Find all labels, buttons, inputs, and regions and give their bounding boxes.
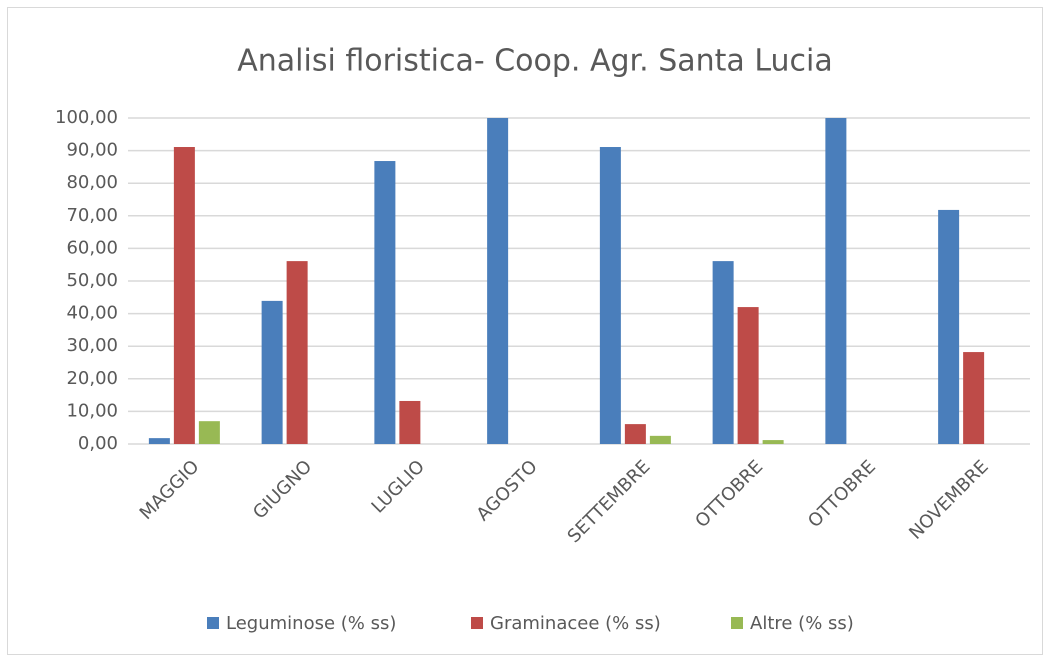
bar: [487, 118, 509, 444]
bar: [737, 307, 759, 444]
y-tick-label: 100,00: [55, 107, 118, 128]
bar: [599, 147, 621, 444]
bar: [286, 261, 308, 444]
chart-border: [7, 7, 1043, 655]
bar: [963, 352, 985, 444]
y-tick-label: 10,00: [66, 400, 118, 421]
bar: [173, 147, 195, 444]
y-tick-label: 90,00: [66, 140, 118, 161]
bar: [148, 438, 170, 444]
y-tick-label: 20,00: [66, 368, 118, 389]
y-tick-label: 70,00: [66, 205, 118, 226]
legend-label: Leguminose (% ss): [226, 613, 396, 634]
bar: [198, 421, 220, 444]
legend-label: Altre (% ss): [750, 613, 854, 634]
bar: [649, 435, 671, 444]
bar: [712, 261, 734, 444]
y-tick-label: 80,00: [66, 172, 118, 193]
legend-label: Graminacee (% ss): [490, 613, 661, 634]
y-tick-label: 50,00: [66, 270, 118, 291]
legend-swatch: [207, 617, 219, 629]
y-tick-label: 60,00: [66, 237, 118, 258]
bar: [624, 424, 646, 444]
y-tick-label: 30,00: [66, 335, 118, 356]
bar: [374, 161, 396, 445]
legend-swatch: [731, 617, 743, 629]
bar: [261, 300, 283, 444]
bar: [825, 118, 847, 444]
bar: [938, 209, 960, 444]
y-tick-label: 40,00: [66, 303, 118, 324]
bar: [762, 440, 784, 444]
bar: [399, 400, 421, 444]
chart-title: Analisi floristica- Coop. Agr. Santa Luc…: [237, 44, 833, 79]
y-tick-label: 0,00: [78, 433, 118, 454]
legend-swatch: [471, 617, 483, 629]
